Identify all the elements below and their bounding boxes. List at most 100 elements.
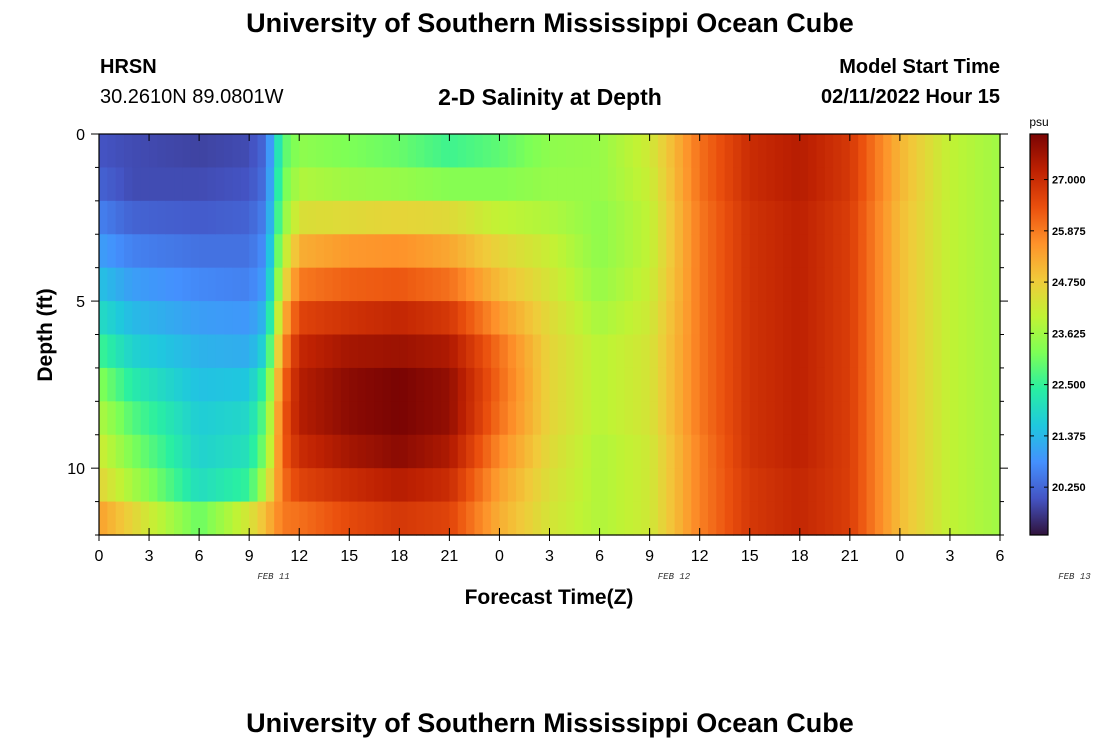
heatmap-cell [140, 501, 150, 536]
heatmap-cell [641, 434, 651, 469]
heatmap-cell [599, 401, 609, 436]
heatmap-cell [632, 434, 642, 469]
heatmap-cell [107, 367, 117, 402]
heatmap-cell [908, 134, 918, 169]
heatmap-cell [974, 501, 984, 536]
heatmap-cell [99, 434, 108, 469]
heatmap-cell [916, 200, 926, 235]
heatmap-cell [416, 434, 425, 469]
heatmap-cell [749, 200, 759, 235]
heatmap-cell [507, 501, 517, 536]
heatmap-cell [390, 134, 400, 169]
heatmap-cell [290, 267, 300, 302]
heatmap-cell [924, 434, 934, 469]
heatmap-cell [257, 334, 267, 369]
heatmap-cell [140, 334, 150, 369]
heatmap-cell [407, 167, 417, 202]
heatmap-cell [666, 401, 676, 436]
heatmap-cell [165, 401, 175, 436]
heatmap-cell [799, 334, 809, 369]
heatmap-cell [666, 267, 676, 302]
heatmap-cell [733, 334, 742, 369]
heatmap-cell [290, 234, 300, 269]
heatmap-cell [457, 234, 467, 269]
heatmap-cell [724, 301, 734, 336]
heatmap-cell [557, 134, 567, 169]
heatmap-cell [808, 200, 818, 235]
heatmap-cell [399, 367, 409, 402]
heatmap-cell [949, 434, 959, 469]
heatmap-cell [799, 167, 809, 202]
heatmap-cell [758, 501, 767, 536]
heatmap-cell [666, 434, 676, 469]
heatmap-cell [549, 401, 559, 436]
heatmap-cell [382, 434, 392, 469]
heatmap-cell [708, 334, 717, 369]
heatmap-cell [691, 468, 701, 503]
heatmap-cell [966, 468, 976, 503]
heatmap-cell [674, 401, 684, 436]
heatmap-cell [365, 301, 375, 336]
heatmap-cell [215, 167, 225, 202]
heatmap-cell [632, 234, 642, 269]
heatmap-cell [399, 267, 409, 302]
heatmap-cell [399, 200, 409, 235]
heatmap-cell [124, 200, 133, 235]
heatmap-cell [724, 468, 734, 503]
heatmap-cell [991, 434, 1001, 469]
heatmap-cell [190, 234, 200, 269]
heatmap-cell [908, 501, 918, 536]
heatmap-cell [399, 334, 409, 369]
heatmap-cell [374, 301, 384, 336]
heatmap-cell [833, 200, 843, 235]
heatmap-cell [199, 401, 209, 436]
heatmap-cell [974, 334, 984, 369]
heatmap-cell [799, 234, 809, 269]
heatmap-cell [124, 134, 133, 169]
heatmap-cell [274, 301, 284, 336]
heatmap-cell [190, 434, 200, 469]
heatmap-cell [457, 134, 467, 169]
heatmap-cell [499, 267, 509, 302]
heatmap-cell [941, 468, 951, 503]
heatmap-cell [299, 401, 309, 436]
heatmap-cell [449, 234, 459, 269]
heatmap-cell [265, 367, 275, 402]
heatmap-cell [149, 468, 158, 503]
heatmap-cell [641, 401, 651, 436]
heatmap-cell [582, 468, 592, 503]
heatmap-cell [157, 501, 167, 536]
heatmap-cell [282, 334, 292, 369]
heatmap-cell [482, 267, 492, 302]
heatmap-cell [482, 167, 492, 202]
x-tick-label: 18 [791, 548, 809, 565]
heatmap-cell [307, 334, 317, 369]
heatmap-cell [849, 200, 859, 235]
heatmap-cell [307, 200, 317, 235]
colorbar-tick-label: 24.750 [1052, 277, 1086, 289]
heatmap-cell [416, 167, 425, 202]
heatmap-cell [649, 167, 659, 202]
heatmap-cell [532, 167, 542, 202]
heatmap-cell [699, 367, 709, 402]
heatmap-cell [157, 367, 167, 402]
heatmap-cell [699, 434, 709, 469]
heatmap-cell [649, 334, 659, 369]
heatmap-cell [340, 501, 350, 536]
heatmap-cell [557, 234, 567, 269]
heatmap-cell [582, 434, 592, 469]
heatmap-cell [682, 401, 692, 436]
heatmap-cell [382, 468, 392, 503]
heatmap-cell [933, 434, 943, 469]
heatmap-cell [883, 434, 893, 469]
heatmap-cell [157, 434, 167, 469]
heatmap-cell [874, 401, 884, 436]
heatmap-cell [449, 367, 459, 402]
heatmap-cell [708, 434, 717, 469]
heatmap-cell [574, 334, 584, 369]
heatmap-cell [983, 501, 993, 536]
heatmap-cell [599, 334, 609, 369]
heatmap-cell [340, 334, 350, 369]
heatmap-cell [566, 501, 576, 536]
heatmap-cell [174, 401, 184, 436]
